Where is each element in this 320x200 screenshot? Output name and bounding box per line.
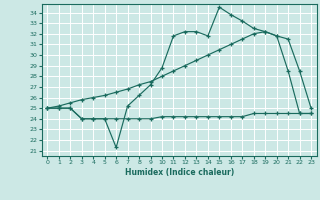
X-axis label: Humidex (Indice chaleur): Humidex (Indice chaleur) <box>124 168 234 177</box>
